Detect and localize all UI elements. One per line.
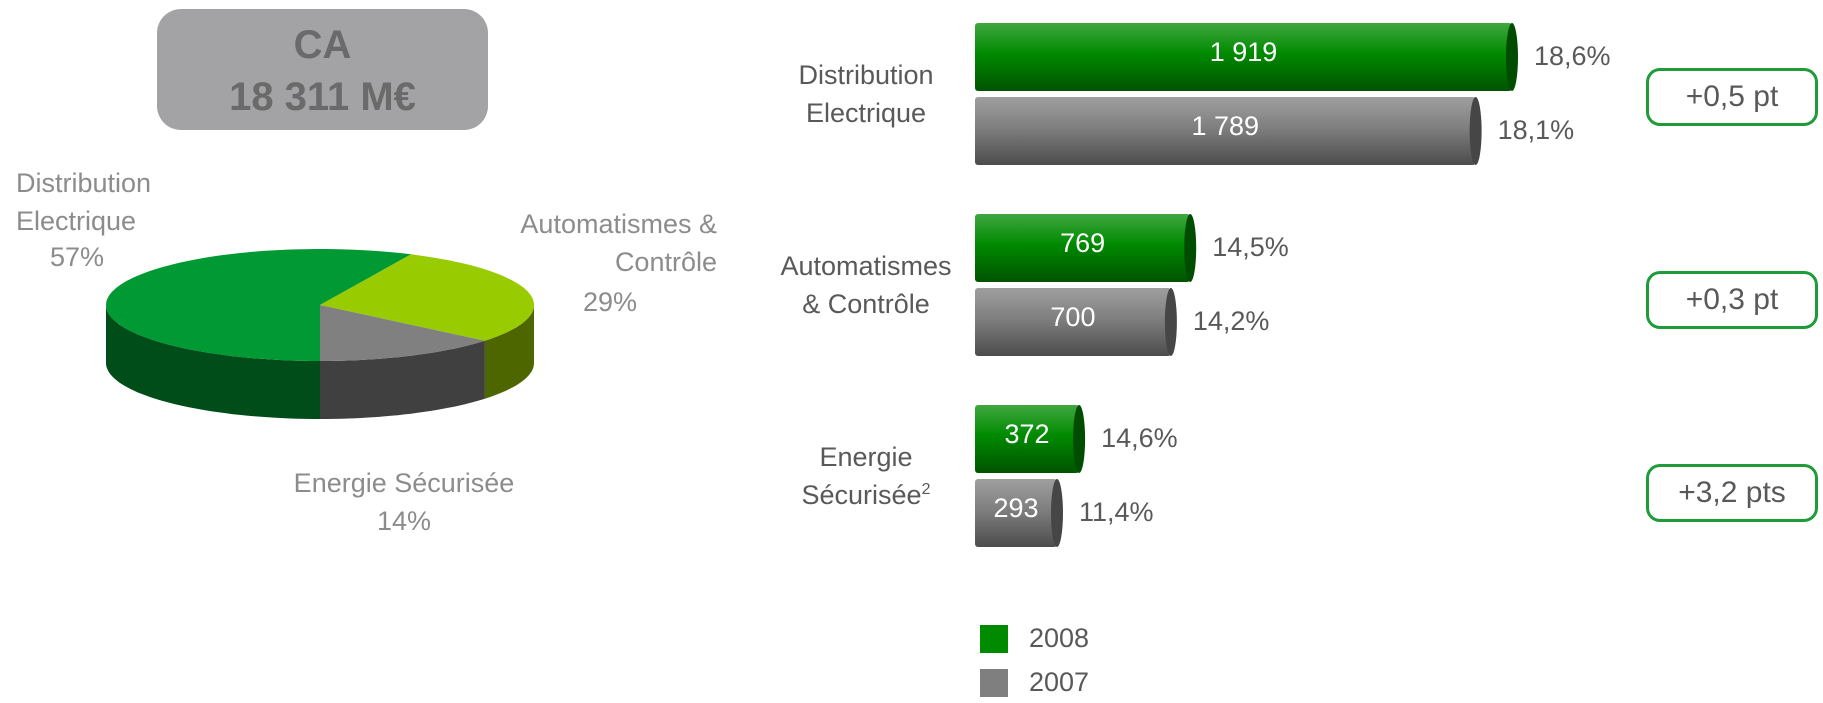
pie-side	[106, 305, 320, 419]
bar-end	[1050, 479, 1063, 547]
margin-label: 14,2%	[1192, 306, 1270, 337]
bar-end	[1164, 288, 1177, 356]
pie-slice	[320, 305, 485, 361]
bar	[975, 479, 1057, 547]
margin-label: 14,5%	[1212, 232, 1289, 263]
summary-box: CA 18 311 M€	[157, 9, 488, 130]
summary-value: 18 311 M€	[229, 75, 416, 119]
margin-label: 18,6%	[1534, 41, 1611, 72]
pie-label: Distribution Electrique	[16, 168, 152, 236]
pie-value-label: 29%	[582, 287, 638, 318]
bar-end	[1184, 214, 1197, 282]
bar-value-label: 293	[993, 493, 1039, 524]
legend-swatch	[980, 669, 1008, 697]
pie-side	[484, 305, 534, 399]
legend-swatch	[980, 625, 1008, 653]
summary-label: CA	[293, 23, 352, 67]
pie-label: Automatismes & Contrôle	[520, 209, 717, 277]
category-label: Automatismes & Contrôle	[771, 248, 961, 324]
pie-side	[320, 340, 485, 419]
bar-value-label: 1 919	[1209, 37, 1278, 68]
legend-label: 2008	[1029, 623, 1090, 654]
margin-label: 11,4%	[1078, 497, 1154, 528]
category-text: Energie Sécurisée	[801, 442, 922, 510]
bar	[975, 23, 1512, 91]
change-badge: +0,3 pt	[1646, 271, 1818, 329]
bar-end	[1469, 97, 1482, 165]
category-label: Energie Sécurisée2	[771, 439, 961, 515]
bar	[975, 405, 1080, 473]
change-badge: +3,2 pts	[1646, 464, 1818, 522]
bar-value-label: 1 789	[1191, 111, 1260, 142]
category-label: Distribution Electrique	[771, 57, 961, 133]
change-badge: +0,5 pt	[1646, 68, 1818, 126]
footnote-mark: 2	[921, 481, 931, 498]
margin-label: 14,6%	[1101, 423, 1178, 454]
legend-label: 2007	[1029, 667, 1090, 698]
margin-label: 18,1%	[1497, 115, 1575, 146]
bar-value-label: 769	[1060, 228, 1106, 259]
category-text: Automatismes & Contrôle	[780, 251, 952, 319]
pie-value-label: 57%	[49, 242, 105, 273]
pie-slice	[320, 254, 534, 341]
category-text: Distribution Electrique	[798, 60, 934, 128]
bar-end	[1073, 405, 1086, 473]
bar	[975, 97, 1476, 165]
bar	[975, 288, 1171, 356]
bar-value-label: 372	[1004, 419, 1050, 450]
bar-value-label: 700	[1050, 302, 1096, 333]
bar-end	[1506, 23, 1518, 91]
pie-value-label: 14%	[376, 506, 432, 537]
bar	[975, 214, 1191, 282]
pie-label: Energie Sécurisée	[293, 468, 515, 499]
pie-slice	[106, 249, 412, 361]
